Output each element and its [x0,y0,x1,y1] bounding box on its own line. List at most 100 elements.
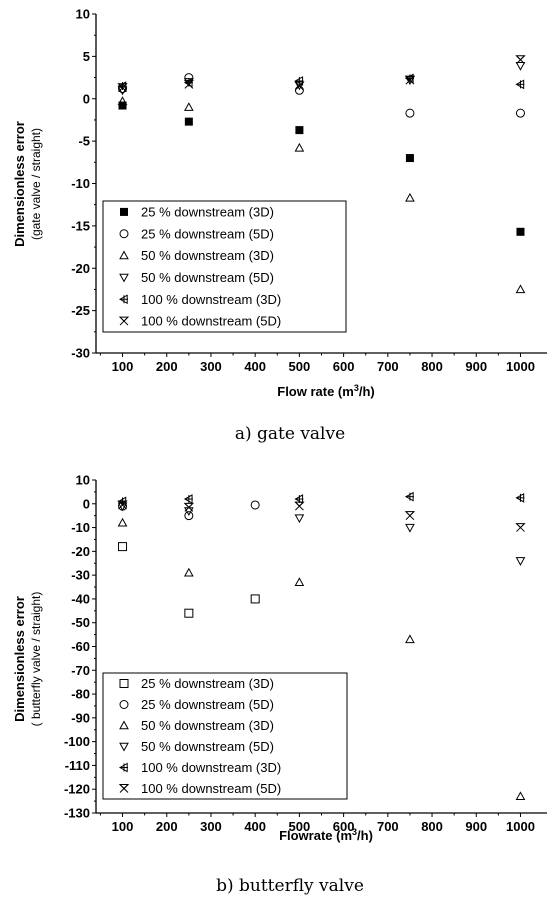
data-point [295,126,304,135]
legend-entry: 100 % downstream (5D) [141,314,281,329]
legend-entry: 25 % downstream (3D) [141,676,274,691]
legend: 25 % downstream (3D) 25 % downstream (5D)… [102,672,348,800]
butterfly-valve-y-axis-label-line1: Dimensionless error [12,596,27,722]
data-point [184,117,193,126]
data-point [404,75,416,85]
data-point [294,514,305,524]
y-tick-label: -50 [71,615,90,630]
y-tick-label: -130 [64,806,90,821]
data-point [183,494,193,504]
legend-entry: 25 % downstream (5D) [141,697,274,712]
series-4 [117,502,526,566]
legend-entry: 100 % downstream (3D) [141,760,281,775]
legend-marker [119,742,129,752]
legend-marker [119,229,129,239]
data-point [515,108,525,118]
legend-marker [119,273,129,283]
butterfly-valve-caption: b) butterfly valve [216,876,364,896]
y-tick-label: 0 [83,496,90,511]
gate-valve-plot-area: 10 5 0 -5 -10 -15 -20 -25 -30 100 200 300 400 500 600 7… [71,7,547,374]
legend-marker [119,679,129,688]
x-tick-label: 100 [112,819,134,834]
data-point [184,608,194,618]
data-point [118,101,127,110]
x-tick-label: 700 [377,819,399,834]
data-point [294,142,305,152]
x-tick-label: 400 [244,819,266,834]
x-tick-label: 100 [112,359,134,374]
legend-marker [118,316,130,326]
data-point [404,491,414,502]
legend-entry: 100 % downstream (3D) [141,292,281,307]
y-tick-label: 5 [83,49,90,64]
butterfly-valve-x-axis-label: Flowrate (m3/h) [279,827,373,843]
legend-box [102,200,347,333]
legend-marker [120,207,128,216]
series-5 [117,491,525,507]
legend-entry: 50 % downstream (5D) [141,739,274,754]
gate-valve-x-axis-label: Flow rate (m3/h) [277,383,374,399]
data-point [515,557,526,566]
data-point [183,502,195,512]
data-point [405,192,415,202]
y-tick-label: -60 [71,639,90,654]
x-tick-label: 800 [421,359,443,374]
legend-entry: 50 % downstream (3D) [141,248,274,263]
x-tick-label: 600 [333,819,355,834]
series-3 [117,517,526,801]
legend-entry: 25 % downstream (3D) [141,204,274,219]
legend-marker [118,784,130,793]
legend: 25 % downstream (3D) 25 % downstream (5D)… [102,200,347,333]
legend-box [102,672,348,800]
x-tick-label: 300 [200,359,222,374]
series-6 [117,500,526,532]
x-tick-label: 500 [289,819,311,834]
legend-entry: 100 % downstream (5D) [141,781,281,796]
x-tick-label: 600 [333,359,355,374]
data-point [184,102,194,111]
series-3 [117,96,526,294]
data-point [184,511,194,521]
x-tick-label: 500 [289,359,311,374]
data-point [405,108,415,118]
data-point [515,79,525,90]
y-tick-label: -90 [71,710,90,725]
y-tick-label: 10 [76,7,90,22]
y-tick-label: -20 [71,261,90,276]
data-point [250,594,260,604]
x-tick-label: 300 [200,819,222,834]
y-tick-label: -100 [64,734,90,749]
data-point [294,81,305,91]
legend-entry: 25 % downstream (5D) [141,226,274,241]
y-tick-label: 10 [76,473,90,488]
data-point [516,227,525,236]
data-point [294,76,304,86]
data-point [515,791,526,801]
gate-valve-y-axis-label-line1: Dimensionless error [12,121,27,247]
x-tick-label: 800 [421,819,443,834]
butterfly-valve-chart: 100-10-20-30-40-50-60-70-80-90-100-110-1… [12,473,547,896]
x-tick-label: 400 [244,359,266,374]
data-point [117,96,128,105]
data-point [294,501,305,511]
butterfly-valve-plot-area: 100-10-20-30-40-50-60-70-80-90-100-110-1… [64,473,547,834]
y-tick-label: -110 [65,758,90,773]
data-point [405,523,415,533]
y-tick-label: -70 [71,663,90,678]
data-point [294,577,305,586]
x-tick-label: 200 [156,359,178,374]
series-5 [117,73,525,91]
y-tick-label: -20 [71,544,90,559]
y-tick-label: -5 [78,134,90,149]
y-tick-label: 0 [83,91,90,106]
data-point [117,500,128,510]
data-point [117,83,128,93]
data-point [405,154,414,163]
series-1 [118,101,525,236]
x-tick-label: 200 [156,819,178,834]
y-tick-label: -25 [71,303,90,318]
data-point [118,542,128,552]
x-tick-label: 900 [465,359,487,374]
legend-entry: 50 % downstream (3D) [141,718,274,733]
